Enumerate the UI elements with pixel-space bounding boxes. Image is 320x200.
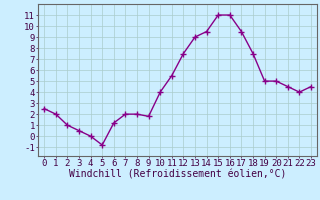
X-axis label: Windchill (Refroidissement éolien,°C): Windchill (Refroidissement éolien,°C) <box>69 170 286 180</box>
